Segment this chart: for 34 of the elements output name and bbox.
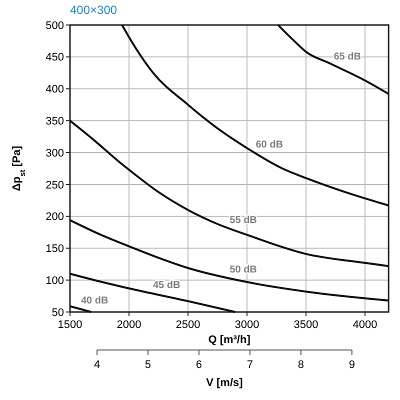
- y-tick-label: 500: [46, 20, 64, 32]
- y-tick-label: 200: [46, 211, 64, 224]
- series-label: 60 dB: [256, 139, 283, 150]
- x2-axis-title: V [m/s]: [206, 377, 244, 389]
- x-tick-label: 1500: [58, 319, 82, 331]
- y-tick-label: 50: [52, 306, 64, 319]
- x2-tick-label: 5: [144, 359, 152, 371]
- x-tick-label: 2000: [116, 319, 142, 331]
- x-tick-label: 2500: [176, 319, 200, 331]
- series-label: 55 dB: [230, 214, 257, 226]
- x2-tick-label: 4: [94, 359, 100, 371]
- x-axis-title: Q [m³/h]: [208, 334, 251, 346]
- line-series: [69, 272, 236, 313]
- series-label: 50 dB: [230, 264, 257, 276]
- x2-tick-label: 6: [196, 359, 202, 371]
- x-tick-label: 3500: [294, 319, 318, 331]
- line-series: [277, 24, 390, 95]
- x2-tick-label: 7: [246, 359, 254, 371]
- y-tick-label: 300: [46, 147, 64, 160]
- y-tick-label: 350: [46, 116, 64, 128]
- y-tick-label: 250: [46, 179, 64, 192]
- x-tick-label: 4000: [352, 319, 378, 331]
- line-series: [121, 24, 390, 206]
- chart-title: 400×300: [70, 3, 118, 17]
- series-label: 40 dB: [81, 296, 108, 307]
- series-label: 65 dB: [334, 52, 361, 63]
- series-label: 45 dB: [152, 280, 180, 292]
- y-tick-label: 400: [46, 84, 64, 96]
- x-tick-label: 3000: [234, 319, 260, 331]
- x2-tick-label: 8: [298, 359, 304, 371]
- y-tick-label: 150: [46, 243, 64, 256]
- x2-tick-label: 9: [348, 359, 355, 371]
- y-tick-label: 450: [46, 52, 64, 64]
- y-tick-label: 100: [46, 274, 64, 287]
